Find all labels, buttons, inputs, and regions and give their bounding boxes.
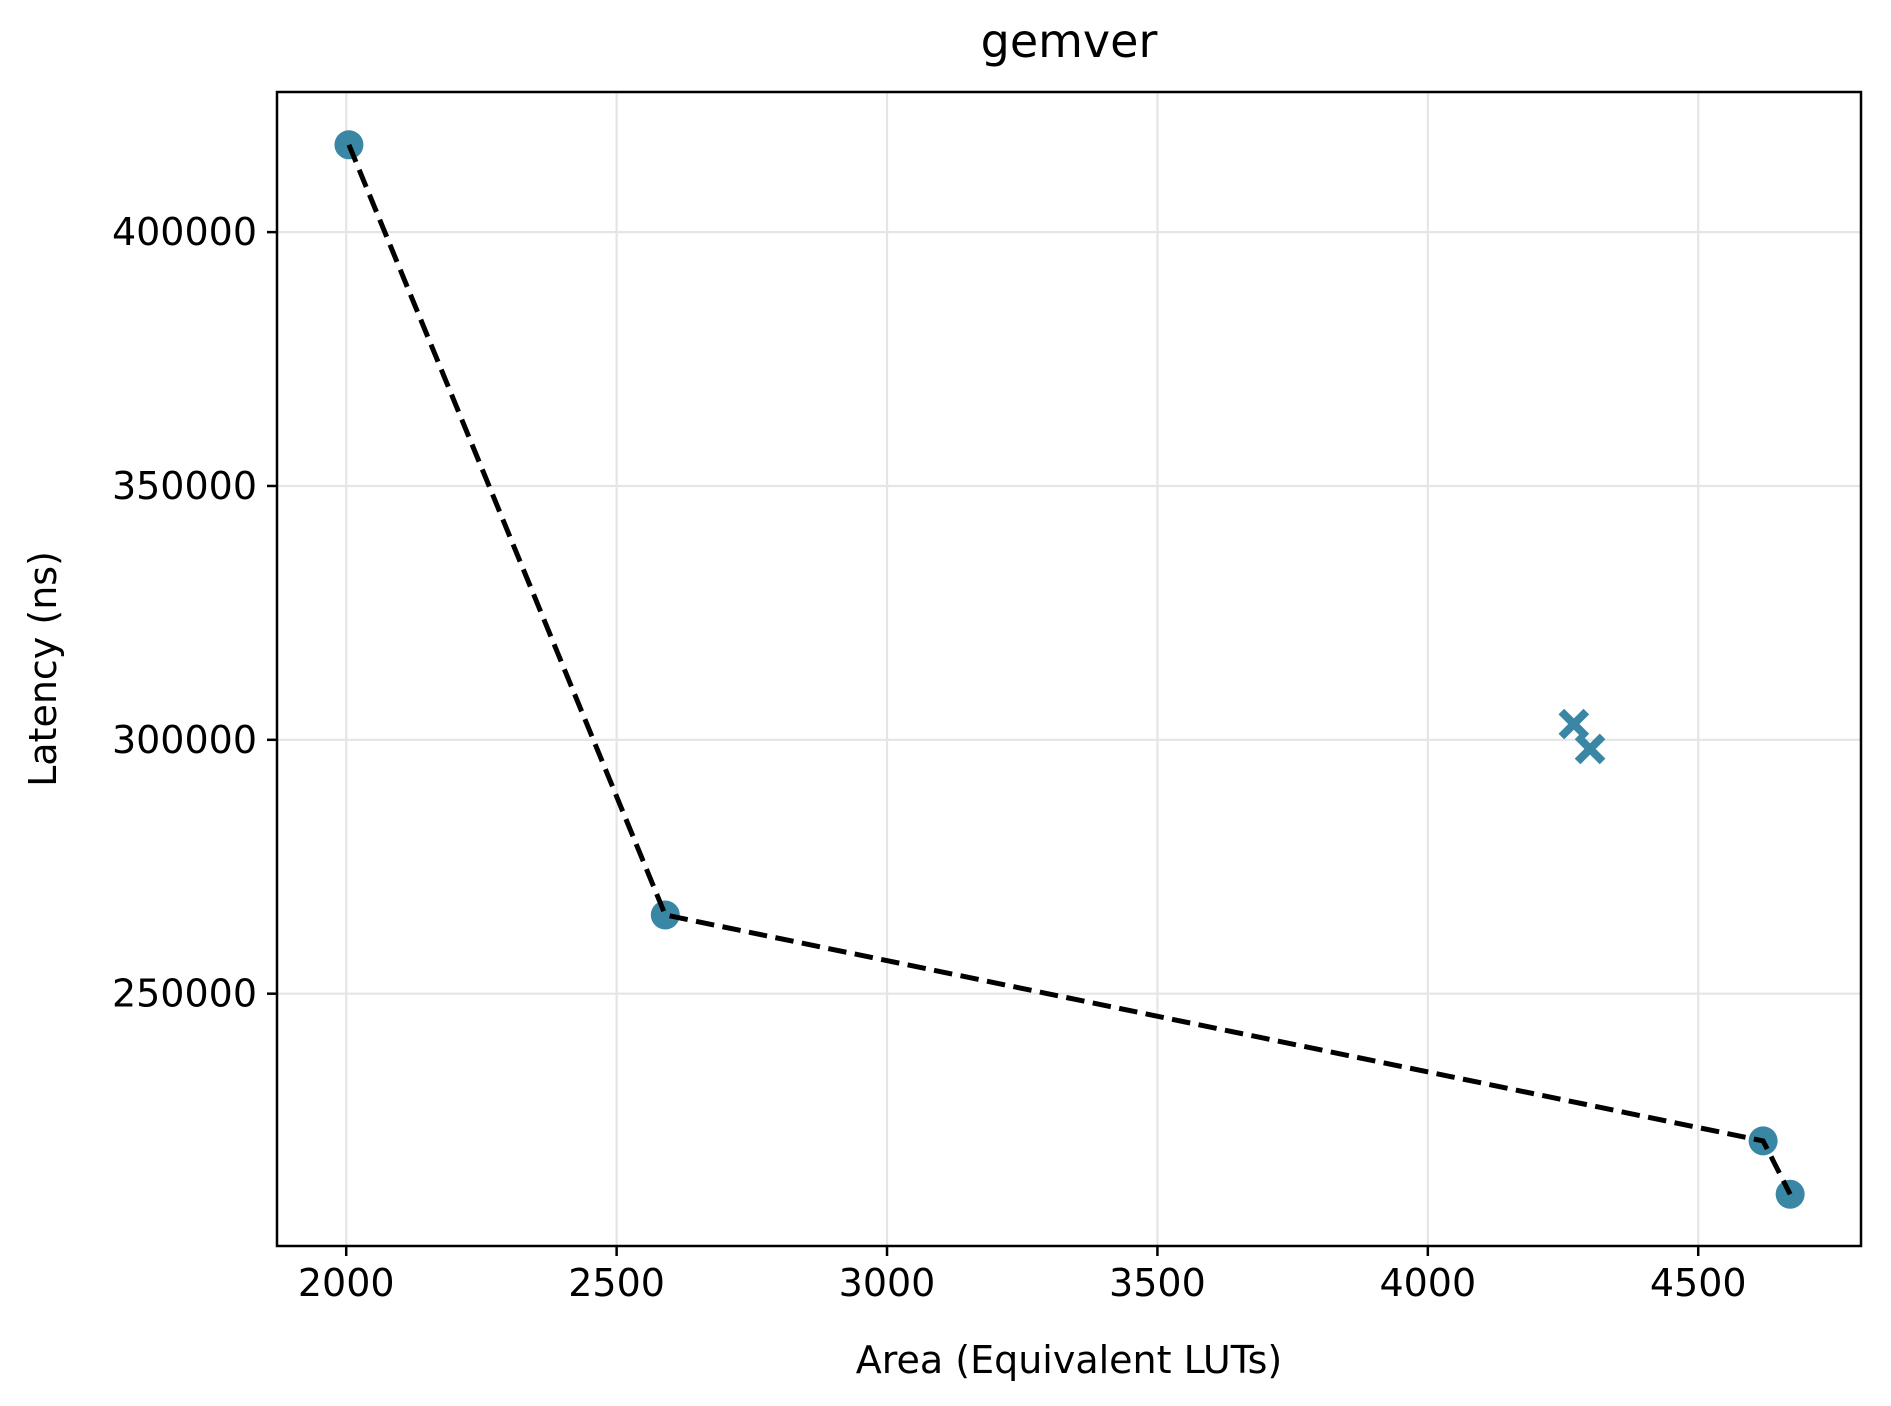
data-point-x: [1558, 708, 1590, 740]
pareto-line: [346, 143, 1793, 1196]
data-point-circle: [650, 900, 680, 930]
y-tick-label: 350000: [112, 464, 257, 508]
y-tick-label: 400000: [112, 210, 257, 254]
axes-spines: [275, 90, 1863, 1248]
x-tick-label: 4500: [1650, 1261, 1747, 1305]
x-tick-label: 2500: [568, 1261, 665, 1305]
y-axis-label: Latency (ns): [21, 551, 66, 787]
data-point-x: [1574, 733, 1606, 765]
x-tick-label: 4000: [1379, 1261, 1476, 1305]
y-tick-label: 250000: [112, 972, 257, 1016]
x-tick-label: 3000: [839, 1261, 936, 1305]
chart-title: gemver: [980, 14, 1158, 68]
x-tick-label: 2000: [298, 1261, 395, 1305]
x-axis-label: Area (Equivalent LUTs): [855, 1338, 1283, 1382]
y-tick-label: 300000: [112, 718, 257, 762]
x-tick-label: 3500: [1109, 1261, 1206, 1305]
